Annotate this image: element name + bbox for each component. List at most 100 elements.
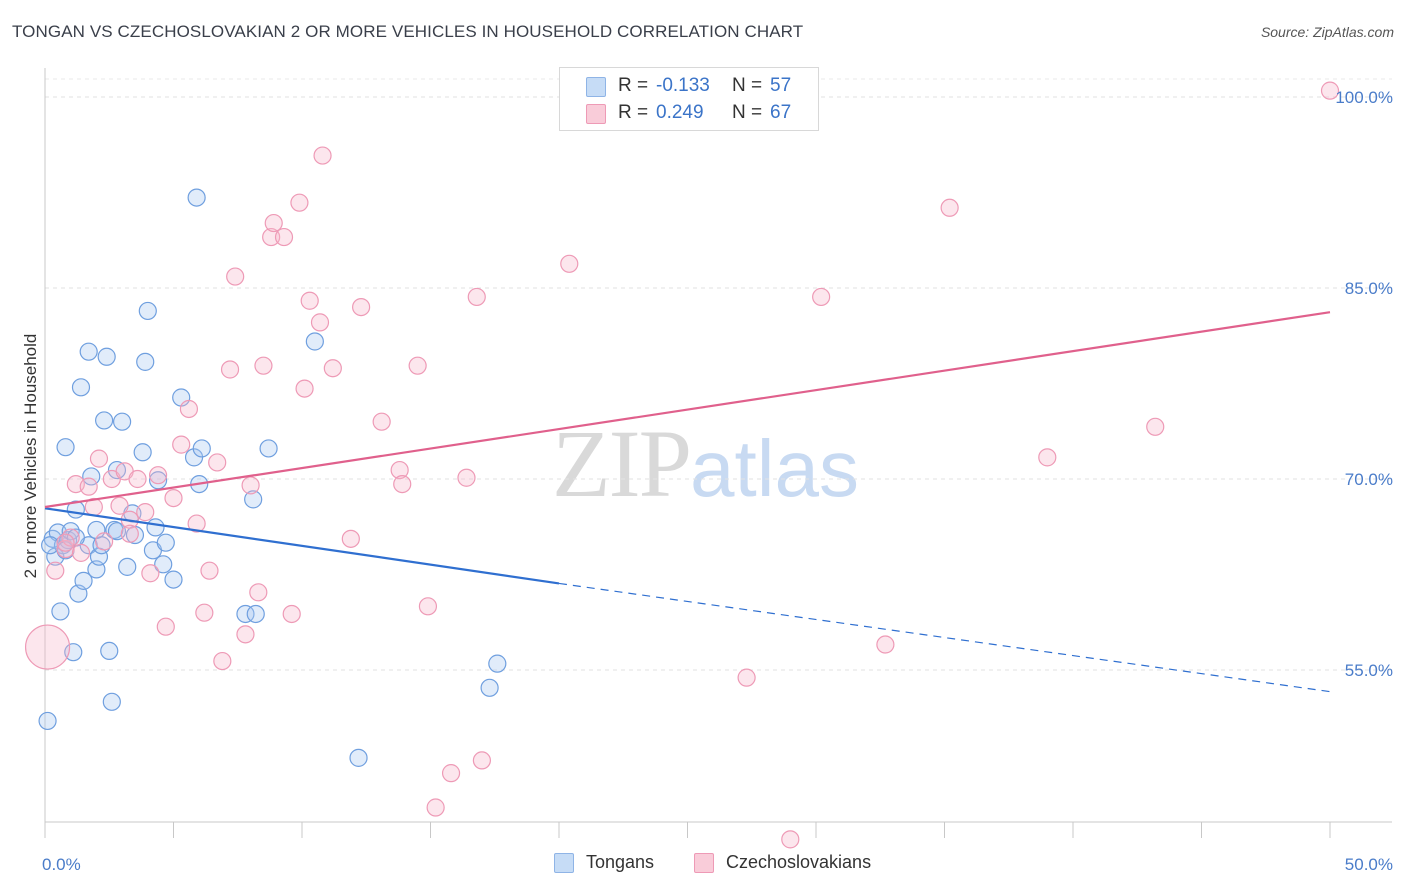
- czech-point: [940, 198, 959, 217]
- tongans-point: [136, 352, 155, 371]
- tongans-point: [51, 602, 70, 621]
- czech-point: [213, 651, 232, 671]
- czech-swatch: [586, 104, 606, 124]
- czech-point: [79, 477, 98, 496]
- czech-point: [737, 668, 756, 687]
- tongans-point: [95, 411, 114, 430]
- y-tick-label: 55.0%: [1345, 661, 1393, 680]
- n-label: N =: [732, 102, 763, 123]
- czech-point: [254, 356, 273, 375]
- czech-point: [187, 514, 206, 533]
- axes: [44, 68, 1392, 838]
- czech-point: [1320, 81, 1340, 100]
- tongans-legend-swatch: [554, 853, 574, 873]
- czech-points: [24, 81, 1340, 849]
- czech-point: [71, 543, 91, 562]
- czech-point: [1146, 417, 1165, 436]
- czech-point: [264, 213, 283, 233]
- czech-point: [560, 254, 579, 273]
- r-value: -0.133: [656, 75, 710, 96]
- tongans-point: [187, 188, 206, 207]
- y-tick-label: 85.0%: [1345, 279, 1393, 298]
- czech-point: [441, 764, 461, 783]
- czech-point: [179, 399, 199, 419]
- r-label: R =: [618, 75, 649, 96]
- czech-point: [352, 298, 371, 317]
- tongans-point: [164, 570, 183, 589]
- czech-point: [61, 528, 80, 547]
- tongans-point: [71, 378, 91, 397]
- czech-point: [310, 313, 330, 332]
- grid-lines: [45, 78, 1392, 671]
- tongans-point: [480, 678, 499, 697]
- watermark: ZIPatlas: [552, 408, 859, 519]
- tongans-point: [118, 557, 137, 576]
- tongans-point: [488, 654, 507, 673]
- czech-point: [876, 635, 895, 654]
- czech-point: [1038, 448, 1057, 467]
- stats-legend: R = -0.133 N = 57 R = 0.249 N = 67: [559, 67, 819, 131]
- czech-point: [95, 532, 114, 551]
- czech-point: [208, 453, 227, 472]
- czech-point: [226, 267, 245, 286]
- x-tick-label: 50.0%: [1345, 855, 1393, 874]
- legend-label: Tongans: [586, 852, 655, 872]
- watermark-zip: ZIP: [552, 410, 692, 517]
- czech-point: [390, 460, 409, 480]
- tongans-point: [41, 536, 60, 555]
- czech-point: [120, 524, 139, 543]
- n-label: N =: [732, 75, 763, 96]
- czech-point: [472, 751, 491, 770]
- tongans-point: [138, 301, 157, 321]
- source-label: Source: ZipAtlas.com: [1260, 24, 1394, 40]
- tongans-point: [146, 518, 165, 537]
- tongans-point: [74, 571, 93, 590]
- czech-point: [274, 227, 294, 247]
- x-tick-label: 0.0%: [42, 855, 81, 874]
- czech-point: [408, 356, 427, 375]
- czech-point: [426, 798, 445, 817]
- czech-point: [457, 468, 476, 487]
- czech-point: [128, 469, 147, 489]
- tongans-point: [154, 555, 173, 574]
- y-tick-label: 100.0%: [1335, 88, 1393, 107]
- czech-point: [46, 561, 65, 580]
- czech-point: [313, 146, 332, 165]
- czech-point: [136, 503, 155, 522]
- czech-point: [195, 603, 214, 622]
- tongans-trend-line: [44, 507, 560, 585]
- czech-point: [241, 476, 260, 495]
- czech-point: [148, 466, 168, 485]
- czech-point: [89, 449, 109, 468]
- czech-point: [172, 435, 191, 454]
- czech-point: [300, 291, 319, 310]
- czech-point: [24, 624, 71, 670]
- tongans-point: [107, 460, 127, 480]
- czech-point: [812, 287, 831, 307]
- chart-title: TONGAN VS CZECHOSLOVAKIAN 2 OR MORE VEHI…: [12, 22, 804, 41]
- czech-point: [262, 227, 281, 247]
- tongans-point: [244, 490, 263, 509]
- czech-point: [56, 539, 75, 559]
- tongans-point: [56, 438, 75, 457]
- watermark-atlas: atlas: [690, 424, 859, 513]
- tongans-trend-extension: [558, 582, 1331, 693]
- axis-labels: 55.0% 70.0% 85.0% 100.0% 0.0% 50.0% 2 or more …: [21, 88, 1393, 874]
- r-value: 0.249: [656, 102, 704, 123]
- tongans-point: [79, 342, 98, 361]
- tongans-point: [259, 439, 278, 458]
- tongans-point: [236, 604, 255, 624]
- tongans-point: [305, 332, 324, 351]
- tongans-point: [192, 439, 211, 458]
- n-value: 67: [770, 102, 792, 123]
- czech-point: [236, 625, 255, 644]
- czech-point: [372, 412, 391, 431]
- czech-point: [220, 360, 240, 379]
- tongans-point: [246, 604, 265, 624]
- czech-point: [781, 830, 800, 849]
- czech-point: [418, 597, 438, 616]
- tongans-point: [97, 347, 116, 366]
- czech-point: [393, 474, 412, 494]
- czech-point: [290, 193, 309, 212]
